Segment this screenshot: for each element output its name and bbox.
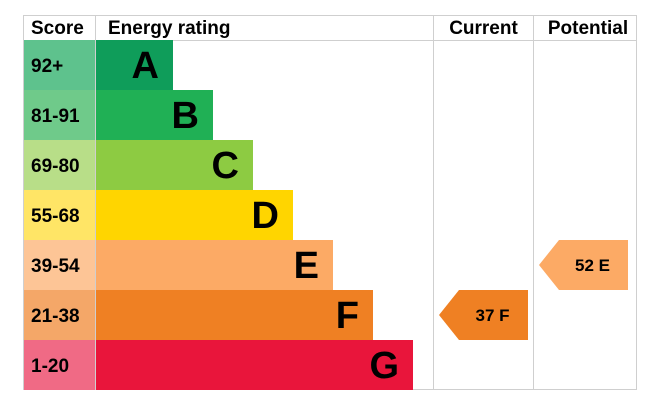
band-bar-c	[96, 140, 253, 190]
score-range-g: 1-20	[31, 356, 69, 377]
band-bar-f	[96, 290, 373, 340]
rating-markers: 37 F 52 E	[439, 240, 628, 340]
score-cell-g	[24, 340, 95, 390]
score-cell-e	[24, 240, 95, 290]
band-letter-c: C	[212, 145, 239, 187]
current-header: Current	[449, 18, 518, 39]
band-bar-d	[96, 190, 293, 240]
band-letter-f: F	[336, 295, 359, 337]
score-cell-b	[24, 90, 95, 140]
score-cell-d	[24, 190, 95, 240]
score-range-b: 81-91	[31, 106, 80, 127]
band-letter-d: D	[252, 195, 279, 237]
score-cell-f	[24, 290, 95, 340]
potential-header: Potential	[548, 18, 628, 39]
current-rating-label: 37 F	[475, 306, 509, 325]
band-bar-a	[96, 40, 173, 90]
rating-bands: 92+ A 81-91 B 69-80 C 55-68 D 39-54 E 21-38 F 1-20 G	[24, 40, 413, 390]
band-letter-a: A	[132, 45, 159, 87]
score-cell-c	[24, 140, 95, 190]
band-bar-g	[96, 340, 413, 390]
score-range-c: 69-80	[31, 156, 80, 177]
band-letter-e: E	[294, 245, 319, 287]
potential-rating-label: 52 E	[575, 256, 610, 275]
score-range-a: 92+	[31, 56, 63, 77]
score-range-d: 55-68	[31, 206, 80, 227]
band-bar-e	[96, 240, 333, 290]
score-cell-a	[24, 40, 95, 90]
score-range-f: 21-38	[31, 306, 80, 327]
band-letter-b: B	[172, 95, 199, 137]
potential-rating-arrow	[539, 240, 628, 290]
score-range-e: 39-54	[31, 256, 80, 277]
score-header: Score	[31, 18, 84, 39]
band-bar-b	[96, 90, 213, 140]
current-rating-arrow	[439, 290, 528, 340]
energy-rating-header: Energy rating	[108, 18, 230, 39]
band-letter-g: G	[369, 345, 399, 387]
